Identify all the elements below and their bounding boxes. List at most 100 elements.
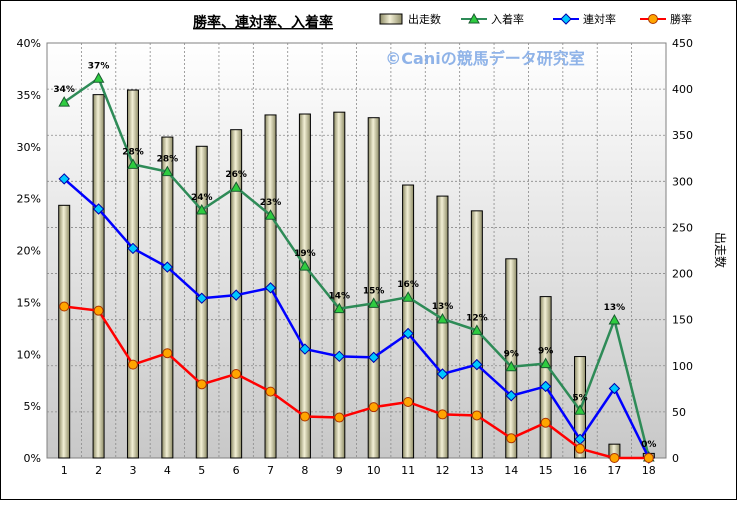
series-point-circle: [196, 379, 207, 390]
y-left-tick-label: 30%: [17, 141, 41, 154]
right-axis-label: 出走数: [713, 232, 728, 268]
series-point-circle: [540, 417, 551, 428]
series-point-triangle: [333, 302, 346, 314]
watermark-text: ©Caniの競馬データ研究室: [385, 49, 584, 68]
series-point-diamond: [230, 289, 242, 301]
series-point-triangle: [58, 96, 71, 107]
y-right-tick-label: 300: [672, 175, 693, 188]
legend-label: 出走数: [408, 12, 441, 26]
y-right-tick-label: 200: [672, 268, 693, 281]
data-label: 13%: [432, 302, 454, 312]
x-tick-label: 3: [129, 464, 136, 477]
series-point-triangle: [608, 313, 621, 325]
series-point-triangle: [230, 181, 242, 192]
x-tick-label: 8: [301, 464, 308, 477]
series-point-circle: [93, 305, 104, 316]
data-label: 12%: [466, 313, 488, 323]
x-tick-label: 2: [95, 464, 102, 477]
x-tick-label: 17: [607, 464, 621, 477]
series-point-circle: [643, 453, 654, 463]
x-tick-label: 6: [233, 464, 240, 477]
bar-starts: [92, 94, 105, 459]
data-label: 19%: [294, 249, 316, 259]
series-point-triangle: [505, 360, 518, 372]
x-tick-label: 14: [504, 464, 518, 477]
legend-swatch-bar: [379, 13, 403, 25]
series-point-circle: [575, 443, 586, 454]
series-line-circle: [64, 305, 649, 460]
data-label: 37%: [88, 61, 110, 71]
bar-starts: [367, 117, 380, 459]
legend-label: 連対率: [583, 12, 616, 26]
data-label: 9%: [538, 347, 553, 357]
series-point-diamond: [402, 327, 414, 340]
y-right-tick-label: 50: [672, 406, 686, 419]
bar-starts: [333, 111, 346, 459]
series-line-triangle: [63, 76, 651, 458]
data-label: 14%: [329, 292, 351, 302]
data-label: 34%: [53, 85, 75, 95]
y-right-tick-label: 100: [672, 360, 693, 373]
y-left-tick-label: 0%: [24, 452, 41, 465]
series-point-circle: [368, 402, 379, 413]
x-tick-label: 18: [642, 464, 656, 477]
series-point-diamond: [127, 242, 139, 255]
series-point-circle: [265, 386, 276, 397]
bar-starts: [539, 296, 552, 459]
series-point-diamond: [367, 351, 380, 364]
bar-starts: [402, 184, 415, 459]
y-right-tick-label: 0: [672, 452, 679, 465]
bar-starts: [298, 113, 311, 459]
y-right-tick-label: 400: [672, 83, 693, 96]
legend-swatch-marker-triangle: [468, 12, 480, 24]
chart-title: 勝率、連対率、入着率: [193, 14, 333, 31]
x-tick-label: 10: [367, 464, 381, 477]
series-point-triangle: [471, 324, 483, 335]
y-right-tick-label: 350: [672, 129, 693, 142]
data-label: 24%: [191, 193, 213, 203]
data-label: 9%: [504, 350, 519, 360]
x-tick-label: 15: [539, 464, 553, 477]
series-point-triangle: [195, 204, 208, 215]
legend-label: 勝率: [670, 12, 692, 26]
x-tick-label: 13: [470, 464, 484, 477]
series-point-triangle: [299, 260, 311, 271]
y-left-tick-label: 5%: [24, 400, 41, 413]
data-label: 5%: [572, 393, 587, 403]
series-point-diamond: [299, 343, 311, 355]
series-point-diamond: [58, 173, 70, 185]
series-point-diamond: [161, 261, 174, 273]
data-label: 13%: [604, 303, 626, 313]
y-left-tick-label: 25%: [17, 193, 41, 206]
y-right-tick-label: 450: [672, 37, 693, 50]
series-point-circle: [334, 412, 345, 423]
series-point-circle: [231, 368, 242, 379]
series-point-triangle: [539, 357, 552, 369]
series-line-diamond: [63, 177, 650, 459]
series-point-circle: [471, 410, 482, 421]
series-point-diamond: [92, 203, 105, 215]
y-left-tick-label: 10%: [17, 348, 41, 361]
series-point-diamond: [196, 292, 208, 304]
series-point-circle: [506, 433, 517, 444]
bar-starts: [58, 204, 71, 459]
legend-swatch-marker-diamond: [560, 13, 572, 25]
series-point-triangle: [161, 165, 174, 177]
series-point-triangle: [92, 72, 105, 83]
series-point-circle: [59, 301, 70, 312]
series-point-circle: [299, 411, 310, 422]
data-label: 28%: [122, 147, 144, 157]
series-point-triangle: [127, 158, 139, 169]
x-tick-label: 9: [336, 464, 343, 477]
x-tick-label: 16: [573, 464, 587, 477]
x-tick-label: 11: [401, 464, 415, 477]
series-point-circle: [609, 453, 620, 463]
y-left-tick-label: 20%: [17, 245, 41, 258]
series-point-diamond: [608, 382, 621, 395]
data-label: 23%: [260, 198, 282, 208]
series-point-diamond: [539, 380, 552, 393]
data-label: 28%: [157, 155, 179, 165]
series-point-triangle: [264, 209, 277, 220]
